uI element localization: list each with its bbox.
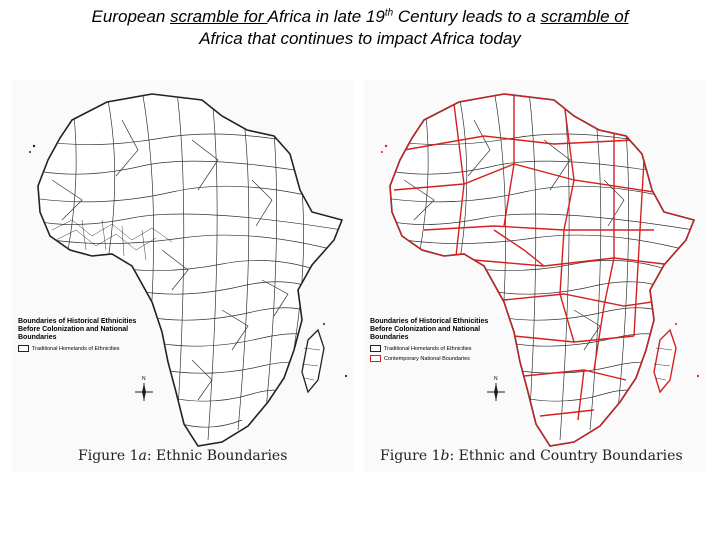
cape-verde-islands xyxy=(384,144,388,148)
legend-item-label: Traditional Homelands of Ethnicities xyxy=(32,345,120,352)
slide-title: European scramble for Africa in late 19t… xyxy=(30,6,690,50)
caption-label: Figure 1 xyxy=(380,448,441,464)
legend-item-label: Contemporary National Boundaries xyxy=(384,355,470,362)
mauritius-island xyxy=(344,374,348,378)
comoros-islands xyxy=(675,323,677,325)
legend-title: Boundaries of Historical Ethnicities Bef… xyxy=(18,318,137,341)
legend-swatch-black xyxy=(370,345,381,352)
legend-item: Traditional Homelands of Ethnicities xyxy=(370,345,500,352)
map-legend: Boundaries of Historical Ethnicities Bef… xyxy=(370,318,500,362)
africa-continent xyxy=(37,93,343,447)
legend-swatch-red xyxy=(370,355,381,362)
caption-letter: a xyxy=(138,448,147,464)
dense-west-africa-boundaries xyxy=(51,219,173,261)
madagascar-island xyxy=(653,328,677,394)
legend-item-label: Traditional Homelands of Ethnicities xyxy=(384,345,472,352)
compass-rose-icon: N xyxy=(135,376,153,401)
figure-caption-b: Figure 1b: Ethnic and Country Boundaries xyxy=(380,448,683,464)
title-line1-part: Africa in late 19 xyxy=(267,7,385,26)
ethnic-boundaries xyxy=(390,94,694,441)
title-line1-part: European xyxy=(91,7,170,26)
national-boundaries xyxy=(393,96,665,421)
africa-continent xyxy=(389,93,695,447)
legend-title: Boundaries of Historical Ethnicities Bef… xyxy=(370,318,489,341)
caption-letter: b xyxy=(440,448,450,464)
caption-text: : Ethnic Boundaries xyxy=(146,448,288,464)
compass-north-label: N xyxy=(494,376,498,382)
map-figure-ethnic-boundaries: N Boundaries of Historical Ethnicities B… xyxy=(12,80,354,472)
title-underlined-scramble-of: scramble of xyxy=(540,7,629,26)
africa-map: N xyxy=(381,93,700,447)
compass-north-label: N xyxy=(142,376,146,382)
caption-text: : Ethnic and Country Boundaries xyxy=(449,448,683,464)
legend-swatch-black xyxy=(18,345,29,352)
ethnic-boundaries xyxy=(38,94,342,441)
figure-caption-a: Figure 1a: Ethnic Boundaries xyxy=(78,448,287,464)
madagascar-island xyxy=(301,328,325,394)
title-line1-part: Century leads to a xyxy=(393,7,541,26)
compass-rose-icon: N xyxy=(487,376,505,401)
map-legend: Boundaries of Historical Ethnicities Bef… xyxy=(18,318,148,352)
caption-label: Figure 1 xyxy=(78,448,139,464)
africa-map: N xyxy=(29,93,348,447)
legend-item: Contemporary National Boundaries xyxy=(370,355,500,362)
title-line2: Africa that continues to impact Africa t… xyxy=(199,29,521,48)
cape-verde-islands xyxy=(32,144,36,148)
title-underlined-scramble-for: scramble for xyxy=(170,7,268,26)
comoros-islands xyxy=(323,323,325,325)
legend-item: Traditional Homelands of Ethnicities xyxy=(18,345,148,352)
map-figure-ethnic-and-country-boundaries: N Boundaries of Historical Ethnicities B… xyxy=(364,80,706,472)
title-superscript: th xyxy=(384,7,394,19)
mauritius-island xyxy=(696,374,700,378)
